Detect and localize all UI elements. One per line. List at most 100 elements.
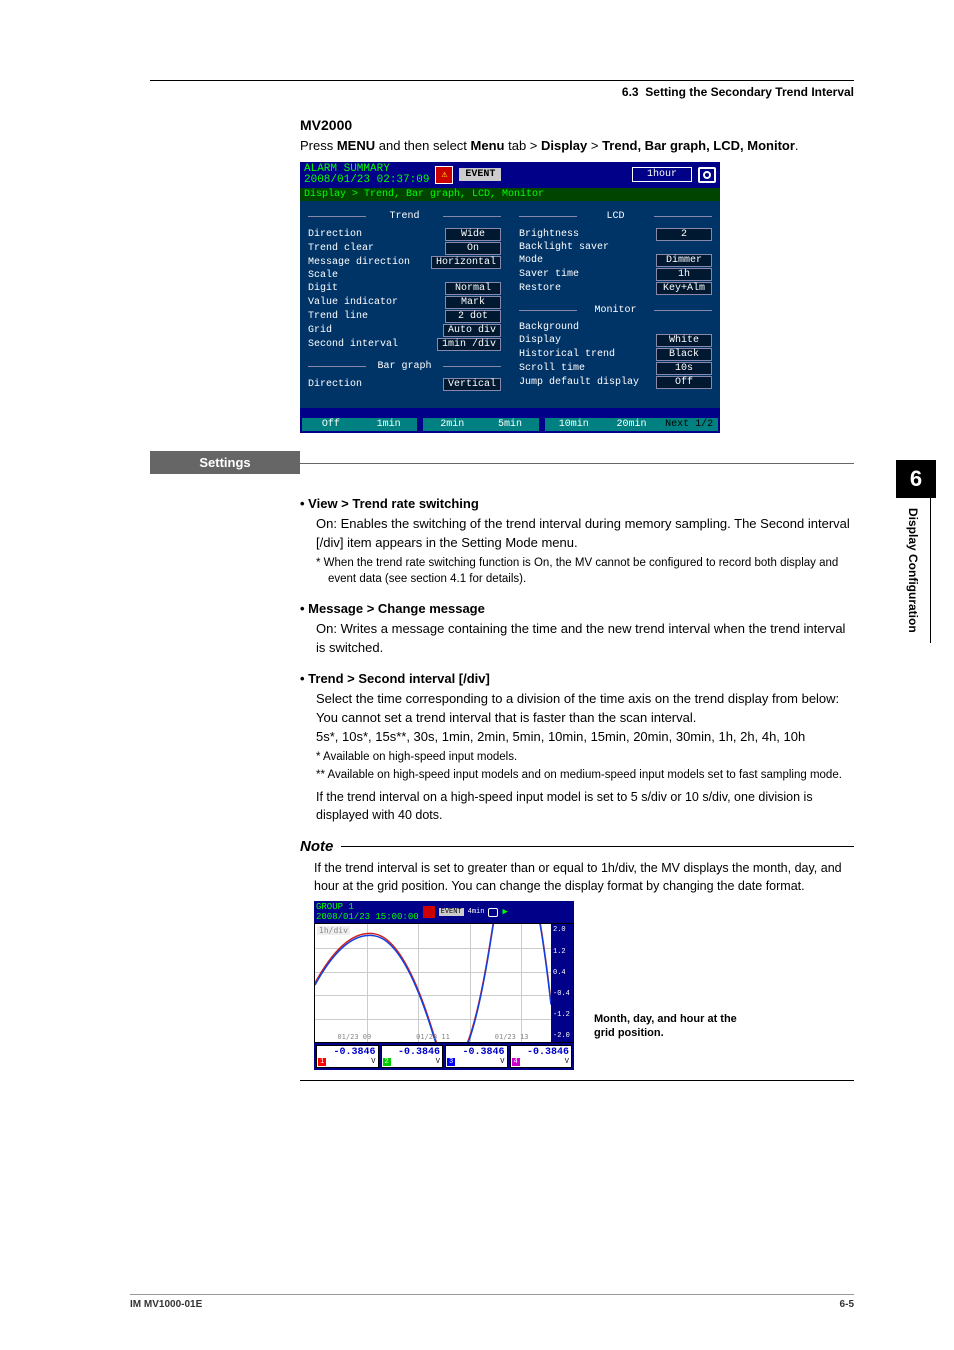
lcd-setting-row: Background [519,322,712,333]
event-badge: EVENT [439,908,464,916]
group-monitor-label: Monitor [519,305,712,316]
setting-message-body: On: Writes a message containing the time… [316,620,854,658]
play-icon: ▶ [502,907,507,917]
lcd-setting-key: Trend clear [308,243,374,254]
trend-value-chip: 2-0.3846V [381,1045,444,1068]
setting-trend-note2: ** Available on high-speed input models … [316,767,854,783]
lcd-setting-value: Horizontal [431,256,501,269]
group-trend-label: Trend [308,211,501,222]
lcd-setting-value: 2 dot [445,310,501,323]
lcd-setting-value: White [656,334,712,347]
lcd-setting-row: Digit Normal [308,282,501,295]
lcd-setting-key: Jump default display [519,377,639,388]
lcd-setting-key: Brightness [519,229,579,240]
lcd-setting-value: Vertical [443,378,501,391]
trend-value-chip: 3-0.3846V [445,1045,508,1068]
page-footer: IM MV1000-01E 6-5 [130,1294,854,1310]
setting-trend-heading: Trend > Second interval [/div] [300,671,854,686]
lcd-setting-value: Mark [445,296,501,309]
trend-right-scale: 2.0 1.2 0.4 -0.4 -1.2 -2.0 [551,924,573,1042]
lcd-setting-value: Normal [445,282,501,295]
lcd-setting-row: Trend clear On [308,242,501,255]
lcd-setting-row: Message directionHorizontal [308,256,501,269]
lcd-setting-key: Digit [308,283,338,294]
lcd-setting-key: Second interval [308,339,398,350]
lcd-setting-key: Display [519,335,561,346]
lcd-softkey[interactable]: Next 1/2 [660,418,718,431]
lcd-setting-key: Background [519,322,579,333]
event-badge: EVENT [459,168,501,181]
lcd-setting-value: On [445,242,501,255]
lcd-softkeys: Off1min 2min5min 10min20minNext 1/2 [300,416,720,433]
trend-group: GROUP 1 2008/01/23 15:00:00 [316,902,419,922]
lcd-setting-row: Grid Auto div [308,324,501,337]
trend-value-chips: 1-0.3846V2-0.3846V3-0.3846V4-0.3846V [314,1043,574,1070]
lcd-setting-row: Mode Dimmer [519,254,712,267]
lcd-setting-value: 1h [656,268,712,281]
lcd-setting-row: Historical trendBlack [519,348,712,361]
trend-value-chip: 4-0.3846V [510,1045,573,1068]
breadcrumb: 6.3 Setting the Secondary Trend Interval [150,85,854,99]
lcd-setting-key: Trend line [308,311,368,322]
lcd-softkey[interactable]: 20min [603,418,661,431]
setting-view-body: On: Enables the switching of the trend i… [316,515,854,553]
lcd-softkey[interactable]: 2min [423,418,481,431]
note-heading: Note [300,838,333,855]
trend-value-chip: 1-0.3846V [316,1045,379,1068]
lcd-setting-key: Direction [308,229,362,240]
group-lcd-label: LCD [519,211,712,222]
setting-view-heading: View > Trend rate switching [300,496,854,511]
trend-mini-screenshot: GROUP 1 2008/01/23 15:00:00 EVENT 4min ▶… [314,901,574,1070]
lcd-setting-row: Jump default display Off [519,376,712,389]
setting-trend-body3: If the trend interval on a high-speed in… [316,789,854,824]
lcd-softkey[interactable]: 10min [545,418,603,431]
alarm-icon [423,906,435,918]
lcd-setting-row: Direction Wide [308,228,501,241]
chapter-tab: 6 Display Configuration [896,460,936,643]
lcd-setting-row: Second interval 1min /div [308,338,501,351]
lock-icon [488,908,498,917]
lcd-setting-key: Mode [519,255,543,266]
lcd-breadcrumb: Display > Trend, Bar graph, LCD, Monitor [300,188,720,201]
section-title: Setting the Secondary Trend Interval [645,85,854,99]
lcd-setting-row: RestoreKey+Alm [519,282,712,295]
lcd-setting-value: Wide [445,228,501,241]
alarm-icon: ⚠ [435,166,453,184]
chapter-title: Display Configuration [896,498,931,643]
lcd-softkey[interactable]: 5min [481,418,539,431]
lcd-setting-row: Display White [519,334,712,347]
lcd-setting-value: 1min /div [437,338,501,351]
chapter-number: 6 [896,460,936,498]
lcd-title: ALARM SUMMARY 2008/01/23 02:37:09 [304,164,429,186]
group-bargraph-label: Bar graph [308,361,501,372]
lcd-setting-key: Historical trend [519,349,615,360]
trend-chart: 1h/div 01/23 09 01/23 11 01/23 13 2.0 1.… [314,923,574,1043]
lcd-setting-value: Auto div [443,324,501,337]
lcd-setting-row: Direction Vertical [308,378,501,391]
section-number: 6.3 [622,85,639,99]
lcd-setting-key: Value indicator [308,297,398,308]
duration-badge: 1hour [632,167,692,182]
footer-right: 6-5 [840,1299,854,1310]
lcd-setting-row: Saver time 1h [519,268,712,281]
lcd-setting-key: Grid [308,325,332,336]
trend-annotation: Month, day, and hour at the grid positio… [594,1013,754,1039]
lcd-softkey[interactable]: 1min [360,418,418,431]
lcd-setting-value: 10s [656,362,712,375]
settings-heading: Settings [150,451,300,474]
setting-view-footnote: * When the trend rate switching function… [316,555,854,587]
lcd-setting-key: Direction [308,379,362,390]
lcd-setting-key: Scale [308,270,338,281]
footer-left: IM MV1000-01E [130,1299,202,1310]
menu-path-instruction: Press MENU and then select Menu tab > Di… [300,137,854,156]
lcd-setting-value: Dimmer [656,254,712,267]
lcd-setting-row: Scale [308,270,501,281]
lcd-setting-row: Trend line 2 dot [308,310,501,323]
lcd-setting-key: Restore [519,283,561,294]
lcd-softkey[interactable]: Off [302,418,360,431]
note-body: If the trend interval is set to greater … [314,859,854,895]
lcd-screenshot: ALARM SUMMARY 2008/01/23 02:37:09 ⚠ EVEN… [300,162,720,433]
setting-trend-body1: Select the time corresponding to a divis… [316,690,854,728]
lcd-setting-value: Off [656,376,712,389]
lcd-setting-key: Saver time [519,269,579,280]
